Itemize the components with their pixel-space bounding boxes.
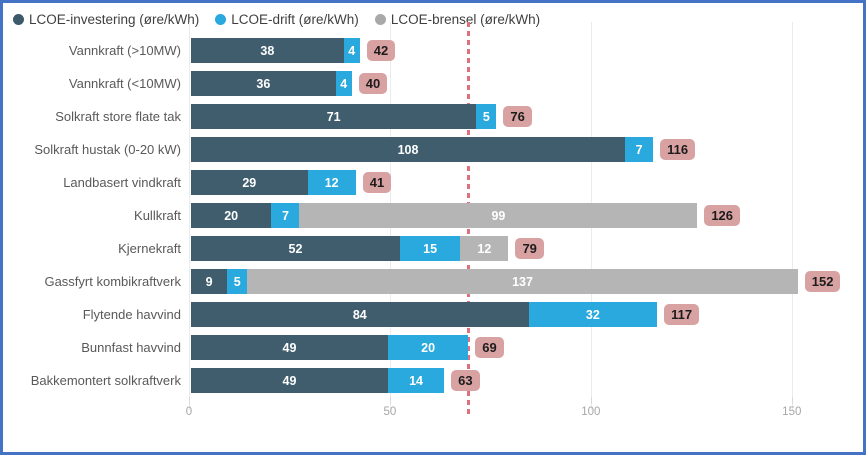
bar-segment: 29 bbox=[191, 170, 308, 195]
chart-row: Flytende havvind 84 32 117 bbox=[3, 298, 863, 331]
axis-tick-label: 0 bbox=[185, 406, 193, 418]
total-label: 40 bbox=[358, 73, 388, 94]
bar-segment: 49 bbox=[191, 335, 388, 360]
bar-track: 49 14 63 bbox=[191, 368, 842, 393]
bar-track: 9 5 137 152 bbox=[191, 269, 842, 294]
bar-track: 71 5 76 bbox=[191, 104, 842, 129]
legend-item-brensel: LCOE-brensel (øre/kWh) bbox=[374, 12, 541, 27]
gridline bbox=[791, 22, 793, 410]
gridline bbox=[189, 22, 190, 410]
chart-row: Kjernekraft 52 15 12 79 bbox=[3, 232, 863, 265]
bar-track: 36 4 40 bbox=[191, 71, 842, 96]
legend-label-brensel: LCOE-brensel (øre/kWh) bbox=[390, 12, 541, 27]
bar-segment: 36 bbox=[191, 71, 336, 96]
category-label: Solkraft store flate tak bbox=[55, 109, 181, 124]
category-label: Vannkraft (<10MW) bbox=[68, 76, 181, 91]
bar-track: 20 7 99 126 bbox=[191, 203, 842, 228]
chart-row: Vannkraft (<10MW) 36 4 40 bbox=[3, 67, 863, 100]
total-label: 69 bbox=[475, 337, 504, 358]
chart-row: Gassfyrt kombikraftverk 9 5 137 152 bbox=[3, 265, 863, 298]
total-label: 76 bbox=[503, 106, 532, 127]
total-label: 117 bbox=[664, 304, 700, 325]
category-label: Vannkraft (>10MW) bbox=[68, 43, 181, 58]
bar-segment: 9 bbox=[191, 269, 228, 294]
total-label: 79 bbox=[515, 238, 544, 259]
legend-label-drift: LCOE-drift (øre/kWh) bbox=[231, 12, 359, 27]
chart-row: Bunnfast havvind 49 20 69 bbox=[3, 331, 863, 364]
legend-label-investering: LCOE-investering (øre/kWh) bbox=[29, 12, 200, 27]
bar-segment: 137 bbox=[247, 269, 798, 294]
axis-tick-label: 50 bbox=[383, 406, 397, 418]
chart-row: Solkraft store flate tak 71 5 76 bbox=[3, 100, 863, 133]
chart-rows: Vannkraft (>10MW) 38 4 42 Vannkraft (<10MW) 3… bbox=[3, 34, 863, 397]
legend-item-drift: LCOE-drift (øre/kWh) bbox=[215, 12, 359, 27]
bar-segment: 99 bbox=[299, 203, 698, 228]
axis-tick bbox=[189, 397, 190, 404]
category-label: Bunnfast havvind bbox=[81, 340, 181, 355]
category-label: Solkraft hustak (0-20 kW) bbox=[34, 142, 181, 157]
bar-segment: 12 bbox=[460, 236, 509, 261]
legend-dot-investering-icon bbox=[13, 14, 24, 25]
bar-segment: 108 bbox=[191, 137, 625, 162]
bar-segment: 71 bbox=[191, 104, 477, 129]
bar-track: 108 7 116 bbox=[191, 137, 842, 162]
bar-segment: 20 bbox=[387, 335, 469, 360]
axis-tick bbox=[389, 397, 391, 404]
total-label: 152 bbox=[804, 271, 841, 292]
chart-row: Landbasert vindkraft 29 12 41 bbox=[3, 166, 863, 199]
axis-tick bbox=[791, 397, 793, 404]
legend: LCOE-investering (øre/kWh) LCOE-drift (ø… bbox=[3, 3, 863, 29]
category-label: Kjernekraft bbox=[118, 241, 181, 256]
bar-segment: 38 bbox=[191, 38, 344, 63]
chart-row: Kullkraft 20 7 99 126 bbox=[3, 199, 863, 232]
bar-segment: 5 bbox=[227, 269, 248, 294]
bar-segment: 4 bbox=[335, 71, 352, 96]
axis-tick-label: 100 bbox=[581, 406, 601, 418]
category-label: Bakkemontert solkraftverk bbox=[30, 373, 181, 388]
bar-segment: 7 bbox=[271, 203, 300, 228]
legend-dot-brensel-icon bbox=[374, 14, 386, 25]
stacked-bar-chart: Vannkraft (>10MW) 38 4 42 Vannkraft (<10MW) 3… bbox=[3, 22, 863, 427]
bar-segment: 15 bbox=[399, 236, 461, 261]
bar-segment: 4 bbox=[343, 38, 360, 63]
bar-track: 84 32 117 bbox=[191, 302, 842, 327]
bar-segment: 52 bbox=[191, 236, 400, 261]
category-label: Flytende havvind bbox=[82, 307, 181, 322]
bar-segment: 49 bbox=[191, 368, 388, 393]
total-label: 63 bbox=[451, 370, 480, 391]
total-label: 116 bbox=[660, 139, 696, 160]
bar-segment: 14 bbox=[387, 368, 445, 393]
total-label: 41 bbox=[362, 172, 392, 193]
bar-segment: 5 bbox=[476, 104, 497, 129]
bar-track: 52 15 12 79 bbox=[191, 236, 842, 261]
bar-track: 49 20 69 bbox=[191, 335, 842, 360]
total-label: 126 bbox=[704, 205, 741, 226]
category-label: Kullkraft bbox=[134, 208, 181, 223]
bar-track: 38 4 42 bbox=[191, 38, 842, 63]
chart-row: Bakkemontert solkraftverk 49 14 63 bbox=[3, 364, 863, 397]
bar-segment: 84 bbox=[191, 302, 529, 327]
category-label: Gassfyrt kombikraftverk bbox=[44, 274, 181, 289]
bar-segment: 20 bbox=[191, 203, 272, 228]
axis-tick bbox=[590, 397, 592, 404]
axis-tick-label: 150 bbox=[782, 406, 802, 418]
bar-segment: 32 bbox=[528, 302, 658, 327]
total-label: 42 bbox=[366, 40, 396, 61]
bar-segment: 12 bbox=[307, 170, 356, 195]
category-label: Landbasert vindkraft bbox=[63, 175, 181, 190]
bar-track: 29 12 41 bbox=[191, 170, 842, 195]
chart-row: Solkraft hustak (0-20 kW) 108 7 116 bbox=[3, 133, 863, 166]
legend-dot-drift-icon bbox=[215, 14, 227, 25]
x-axis: 0 50 100 150 bbox=[185, 397, 840, 427]
chart-row: Vannkraft (>10MW) 38 4 42 bbox=[3, 34, 863, 67]
legend-item-investering: LCOE-investering (øre/kWh) bbox=[13, 12, 199, 27]
bar-segment: 7 bbox=[625, 137, 654, 162]
